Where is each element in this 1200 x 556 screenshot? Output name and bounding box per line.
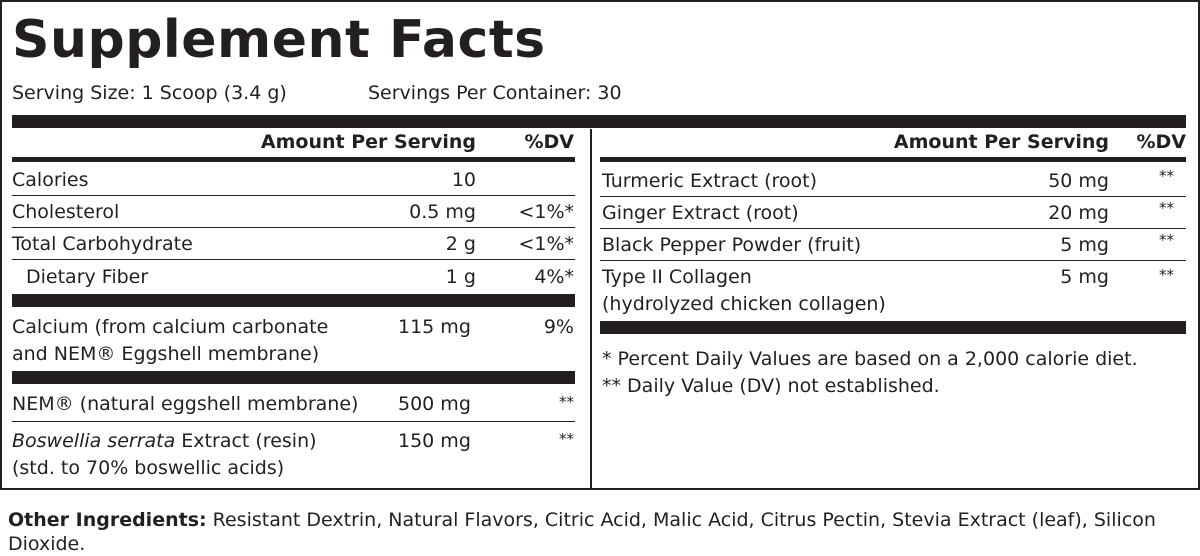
footnote-percent-dv: * Percent Daily Values are based on a 2,…	[602, 348, 1138, 370]
row-boswellia-dv: **	[559, 430, 574, 448]
other-ingredients-text: Resistant Dextrin, Natural Flavors, Citr…	[8, 509, 1156, 555]
row-boswellia-name-italic: Boswellia serrata	[12, 430, 176, 452]
row-ginger-amount: 20 mg	[1048, 202, 1109, 224]
row-calcium-dv: 9%	[543, 316, 574, 338]
row-calcium-name-line2: and NEM® Eggshell membrane)	[12, 343, 320, 365]
left-header-amount: Amount Per Serving	[260, 131, 476, 153]
row-collagen-name-line2: (hydrolyzed chicken collagen)	[602, 293, 886, 315]
row-collagen-dv: **	[1159, 266, 1174, 284]
left-thick-bar-2	[12, 371, 575, 384]
row-calories-name: Calories	[12, 169, 89, 191]
other-ingredients: Other Ingredients: Resistant Dextrin, Na…	[8, 508, 1192, 556]
row-boswellia-amount: 150 mg	[398, 430, 471, 452]
row-cholesterol-name: Cholesterol	[12, 201, 120, 223]
servings-per-container: Servings Per Container: 30	[368, 82, 622, 104]
row-rule	[600, 196, 1186, 197]
right-thick-bar	[600, 321, 1186, 334]
row-rule	[12, 227, 575, 228]
row-rule	[12, 259, 575, 260]
row-rule	[600, 260, 1186, 261]
row-rule	[600, 228, 1186, 229]
row-dietary-fiber-name: Dietary Fiber	[26, 266, 149, 288]
row-ginger-dv: **	[1159, 199, 1174, 217]
row-boswellia-name-line2: (std. to 70% boswellic acids)	[12, 457, 285, 479]
row-black-pepper-amount: 5 mg	[1060, 234, 1109, 256]
footnote-dv-not-established: ** Daily Value (DV) not established.	[602, 375, 940, 397]
row-boswellia-name-line1: Boswellia serrata Extract (resin)	[12, 430, 317, 452]
row-calories-amount: 10	[451, 169, 476, 191]
row-turmeric-name: Turmeric Extract (root)	[602, 170, 818, 192]
supplement-facts-panel: Supplement Facts Serving Size: 1 Scoop (…	[0, 0, 1200, 490]
row-black-pepper-name: Black Pepper Powder (fruit)	[602, 234, 862, 256]
row-turmeric-dv: **	[1159, 167, 1174, 185]
row-collagen-amount: 5 mg	[1060, 266, 1109, 288]
row-nem-dv: **	[559, 393, 574, 411]
row-cholesterol-dv: <1%*	[518, 201, 574, 223]
left-header-rule	[12, 157, 575, 162]
column-divider	[590, 129, 592, 490]
row-total-carbohydrate-amount: 2 g	[445, 233, 476, 255]
row-collagen-name-line1: Type II Collagen	[602, 266, 752, 288]
row-cholesterol-amount: 0.5 mg	[409, 201, 476, 223]
row-dietary-fiber-amount: 1 g	[445, 266, 476, 288]
row-black-pepper-dv: **	[1159, 231, 1174, 249]
right-header-dv: %DV	[1136, 131, 1186, 153]
row-turmeric-amount: 50 mg	[1048, 170, 1109, 192]
row-rule	[12, 421, 575, 422]
panel-title: Supplement Facts	[12, 10, 546, 70]
serving-size: Serving Size: 1 Scoop (3.4 g)	[12, 82, 287, 104]
left-header-dv: %DV	[524, 131, 574, 153]
row-dietary-fiber-dv: 4%*	[534, 266, 574, 288]
row-total-carbohydrate-dv: <1%*	[518, 233, 574, 255]
row-boswellia-name-rest: Extract (resin)	[175, 430, 317, 452]
row-calcium-name-line1: Calcium (from calcium carbonate	[12, 316, 329, 338]
row-nem-name: NEM® (natural eggshell membrane)	[12, 393, 359, 415]
left-thick-bar-1	[12, 294, 575, 307]
row-total-carbohydrate-name: Total Carbohydrate	[12, 233, 193, 255]
row-nem-amount: 500 mg	[398, 393, 471, 415]
row-rule	[12, 195, 575, 196]
row-ginger-name: Ginger Extract (root)	[602, 202, 799, 224]
row-calcium-amount: 115 mg	[398, 316, 471, 338]
right-header-rule	[600, 157, 1186, 162]
other-ingredients-label: Other Ingredients:	[8, 509, 207, 531]
right-header-amount: Amount Per Serving	[893, 131, 1109, 153]
top-thick-bar	[12, 115, 1186, 128]
